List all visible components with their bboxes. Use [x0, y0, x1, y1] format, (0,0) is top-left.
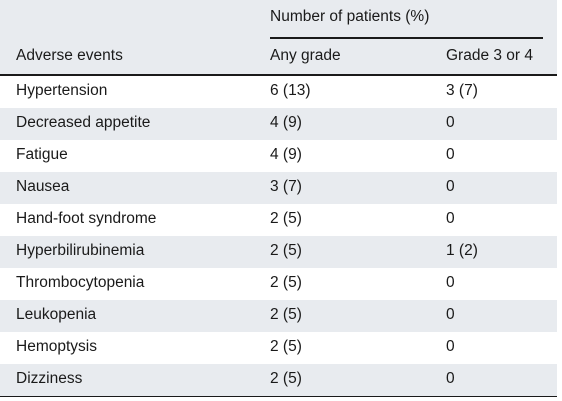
header-rule	[0, 74, 557, 76]
cell-adverse-event: Hypertension	[16, 82, 108, 99]
table-row: Fatigue 4 (9) 0	[0, 140, 557, 172]
column-header-grade-3-or-4: Grade 3 or 4	[446, 47, 534, 64]
table-body: Hypertension 6 (13) 3 (7) Decreased appe…	[0, 76, 557, 396]
table-row: Hypertension 6 (13) 3 (7)	[0, 76, 557, 108]
cell-any-grade: 2 (5)	[270, 338, 302, 355]
cell-grade-3-or-4: 0	[446, 210, 455, 227]
cell-grade-3-or-4: 0	[446, 146, 455, 163]
column-header-any-grade: Any grade	[270, 47, 341, 64]
cell-adverse-event: Hand-foot syndrome	[16, 210, 157, 227]
table-row: Hyperbilirubinemia 2 (5) 1 (2)	[0, 236, 557, 268]
cell-adverse-event: Decreased appetite	[16, 114, 151, 131]
cell-any-grade: 2 (5)	[270, 242, 302, 259]
cell-any-grade: 6 (13)	[270, 82, 311, 99]
cell-any-grade: 3 (7)	[270, 178, 302, 195]
cell-grade-3-or-4: 0	[446, 306, 455, 323]
table-row: Decreased appetite 4 (9) 0	[0, 108, 557, 140]
cell-grade-3-or-4: 0	[446, 370, 455, 387]
table-row: Hemoptysis 2 (5) 0	[0, 332, 557, 364]
cell-any-grade: 2 (5)	[270, 274, 302, 291]
group-header: Number of patients (%)	[270, 8, 430, 25]
cell-adverse-event: Hemoptysis	[16, 338, 97, 355]
table-header: Number of patients (%) Adverse events An…	[0, 0, 557, 76]
cell-any-grade: 2 (5)	[270, 370, 302, 387]
cell-grade-3-or-4: 0	[446, 338, 455, 355]
table-row: Dizziness 2 (5) 0	[0, 364, 557, 396]
table-row: Hand-foot syndrome 2 (5) 0	[0, 204, 557, 236]
cell-grade-3-or-4: 1 (2)	[446, 242, 478, 259]
bottom-rule	[0, 396, 557, 397]
cell-any-grade: 2 (5)	[270, 210, 302, 227]
table-row: Leukopenia 2 (5) 0	[0, 300, 557, 332]
cell-any-grade: 2 (5)	[270, 306, 302, 323]
cell-adverse-event: Hyperbilirubinemia	[16, 242, 145, 259]
cell-adverse-event: Leukopenia	[16, 306, 97, 323]
cell-adverse-event: Fatigue	[16, 146, 68, 163]
cell-grade-3-or-4: 0	[446, 114, 455, 131]
cell-adverse-event: Dizziness	[16, 370, 83, 387]
cell-any-grade: 4 (9)	[270, 146, 302, 163]
group-header-rule	[270, 37, 543, 39]
table-row: Nausea 3 (7) 0	[0, 172, 557, 204]
table-row: Thrombocytopenia 2 (5) 0	[0, 268, 557, 300]
cell-grade-3-or-4: 0	[446, 274, 455, 291]
cell-adverse-event: Thrombocytopenia	[16, 274, 145, 291]
cell-any-grade: 4 (9)	[270, 114, 302, 131]
column-header-adverse-events: Adverse events	[16, 47, 123, 64]
cell-grade-3-or-4: 3 (7)	[446, 82, 478, 99]
cell-grade-3-or-4: 0	[446, 178, 455, 195]
cell-adverse-event: Nausea	[16, 178, 70, 195]
